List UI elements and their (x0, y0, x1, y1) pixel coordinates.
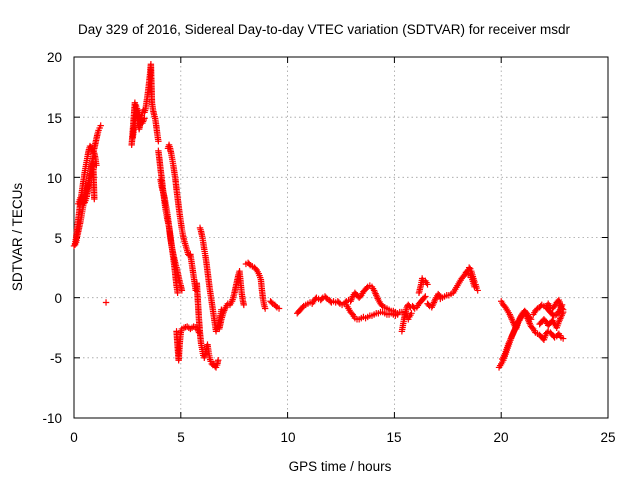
data-point (322, 294, 330, 301)
y-tick-label: -5 (50, 351, 62, 366)
data-point (91, 195, 98, 203)
x-tick-label: 15 (386, 430, 401, 445)
x-tick-labels: 0 5 10 15 20 25 (70, 430, 615, 445)
x-axis-label: GPS time / hours (289, 459, 392, 474)
data-point (421, 294, 428, 301)
data-point (471, 283, 478, 291)
data-point (268, 299, 275, 306)
y-tick-label: 20 (47, 50, 62, 65)
data-point (398, 308, 406, 316)
data-points (70, 61, 567, 371)
data-point (240, 301, 248, 309)
y-tick-label: 10 (47, 171, 62, 186)
x-tick-label: 5 (177, 430, 185, 445)
y-tick-label: -10 (42, 411, 62, 426)
data-point (245, 260, 253, 268)
data-point (394, 311, 401, 318)
x-tick-label: 25 (600, 430, 615, 445)
data-point (425, 301, 432, 309)
data-point (141, 115, 148, 122)
data-point (275, 305, 283, 312)
data-point (436, 292, 443, 299)
data-point (424, 281, 431, 288)
y-tick-label: 15 (47, 111, 62, 126)
gridlines (74, 57, 608, 418)
data-point (318, 295, 325, 303)
data-point (408, 310, 415, 317)
x-tick-label: 20 (493, 430, 508, 445)
data-point (335, 299, 343, 306)
data-point (261, 305, 269, 312)
y-axis-label: SDTVAR / TECUs (10, 183, 25, 292)
data-point (533, 306, 540, 313)
data-point (97, 122, 104, 129)
data-point (422, 293, 429, 300)
x-tick-label: 10 (280, 430, 295, 445)
y-tick-label: 0 (54, 291, 62, 306)
data-point (299, 304, 306, 311)
x-tick-label: 0 (70, 430, 78, 445)
data-point (559, 335, 567, 342)
y-tick-labels: -10 -5 0 5 10 15 20 (42, 50, 62, 426)
data-point (174, 289, 181, 297)
data-point (559, 308, 567, 316)
data-point (474, 287, 481, 294)
chart-title: Day 329 of 2016, Sidereal Day-to-day VTE… (78, 22, 570, 37)
data-point (155, 138, 162, 145)
data-point (272, 302, 280, 310)
data-point (378, 301, 385, 309)
data-point (558, 301, 566, 309)
y-tick-label: 5 (54, 231, 62, 246)
data-point (214, 357, 222, 364)
data-point (178, 287, 186, 294)
data-point (363, 284, 370, 292)
data-point (465, 264, 473, 271)
data-point (102, 299, 110, 306)
